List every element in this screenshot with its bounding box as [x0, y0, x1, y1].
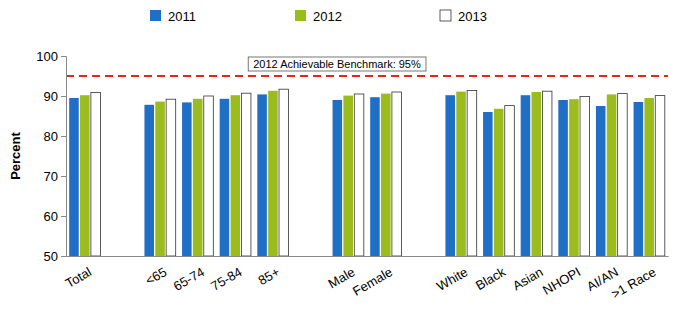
- x-tick-label: <65: [143, 264, 170, 288]
- bar: [634, 102, 644, 256]
- bar: [91, 92, 101, 256]
- chart: 2012 Achievable Benchmark: 95% 50 60 70 80 90…: [0, 0, 680, 325]
- x-tick-label: >1 Race: [609, 264, 659, 301]
- x-tick-label: Female: [350, 264, 395, 299]
- x-tick: NHOPI: [540, 264, 583, 298]
- bar: [279, 89, 289, 256]
- y-tick-label: 100: [36, 49, 58, 64]
- y-tick: 80: [44, 129, 66, 144]
- bar: [69, 98, 79, 256]
- bar: [532, 92, 542, 256]
- bar: [166, 99, 176, 256]
- y-tick-mark: [61, 256, 66, 257]
- legend-swatch: [440, 10, 451, 21]
- x-axis-line: [67, 256, 669, 257]
- bar: [80, 95, 90, 256]
- x-tick-label: NHOPI: [540, 264, 583, 298]
- legend: 2011 2012 2013: [150, 9, 487, 24]
- y-tick-label: 80: [44, 129, 58, 144]
- bar: [343, 96, 353, 256]
- bar: [644, 98, 654, 256]
- y-tick-mark: [61, 56, 66, 57]
- x-tick-label: 75-84: [208, 264, 244, 294]
- legend-swatch: [150, 10, 161, 21]
- y-tick-label: 90: [44, 89, 58, 104]
- bar: [257, 94, 267, 256]
- bar: [155, 102, 165, 256]
- x-tick: Black: [473, 264, 508, 293]
- x-tick-label: Total: [63, 264, 94, 291]
- x-tick: <65: [143, 264, 170, 288]
- bars: [69, 89, 665, 256]
- legend-label: 2012: [313, 9, 342, 24]
- y-tick-label: 50: [44, 249, 58, 264]
- bar: [381, 94, 391, 256]
- bar: [505, 106, 515, 256]
- bar: [445, 95, 455, 256]
- bar: [580, 96, 590, 256]
- bar: [231, 95, 241, 256]
- bar: [241, 93, 251, 256]
- y-tick: 100: [36, 49, 66, 64]
- bar: [558, 100, 568, 256]
- bar: [655, 96, 665, 256]
- x-tick: 65-74: [171, 264, 207, 294]
- x-tick-label: Asian: [510, 264, 546, 293]
- bar: [521, 95, 531, 256]
- bar: [354, 94, 364, 256]
- y-tick: 70: [44, 169, 66, 184]
- y-tick-label: 70: [44, 169, 58, 184]
- legend-label: 2011: [168, 9, 196, 24]
- benchmark-box: [248, 57, 426, 71]
- bar: [542, 91, 552, 256]
- bar: [333, 100, 343, 256]
- y-tick-mark: [61, 216, 66, 217]
- x-tick-label: Black: [473, 264, 508, 293]
- bar: [596, 106, 606, 256]
- y-tick: 50: [44, 249, 66, 264]
- benchmark-line: [66, 75, 668, 77]
- legend-label: 2013: [458, 9, 487, 24]
- bar: [268, 91, 278, 256]
- x-tick: 85+: [256, 264, 283, 288]
- x-tick: Total: [63, 264, 94, 291]
- x-tick-label: White: [434, 264, 470, 294]
- y-tick: 90: [44, 89, 66, 104]
- y-tick-mark: [61, 176, 66, 177]
- bar: [182, 102, 192, 256]
- bar: [467, 90, 477, 256]
- bar: [220, 99, 230, 256]
- bar: [483, 112, 493, 256]
- bar: [494, 109, 504, 256]
- y-axis: 50 60 70 80 90 100: [36, 49, 66, 264]
- legend-swatch: [295, 10, 306, 21]
- bar: [204, 96, 214, 256]
- bar: [607, 94, 617, 256]
- y-tick-label: 60: [44, 209, 58, 224]
- bar: [392, 92, 402, 256]
- bar: [618, 94, 628, 256]
- x-tick: 75-84: [208, 264, 244, 294]
- bar: [456, 92, 466, 256]
- x-tick: White: [434, 264, 470, 294]
- x-tick-label: 65-74: [171, 264, 207, 294]
- benchmark-label: 2012 Achievable Benchmark: 95%: [253, 58, 421, 70]
- y-axis-title: Percent: [8, 131, 23, 179]
- y-axis-line: [61, 57, 67, 257]
- x-tick: Asian: [510, 264, 546, 293]
- y-tick-mark: [61, 136, 66, 137]
- y-tick-mark: [61, 96, 66, 97]
- bar: [193, 99, 203, 256]
- bar: [569, 99, 579, 256]
- x-tick-label: 85+: [256, 264, 283, 288]
- x-tick: Female: [350, 264, 395, 299]
- x-tick: >1 Race: [609, 264, 659, 301]
- bar: [144, 105, 154, 256]
- x-axis: Total<6565-7475-8485+MaleFemaleWhiteBlac…: [63, 257, 669, 302]
- bar: [370, 97, 380, 256]
- y-tick: 60: [44, 209, 66, 224]
